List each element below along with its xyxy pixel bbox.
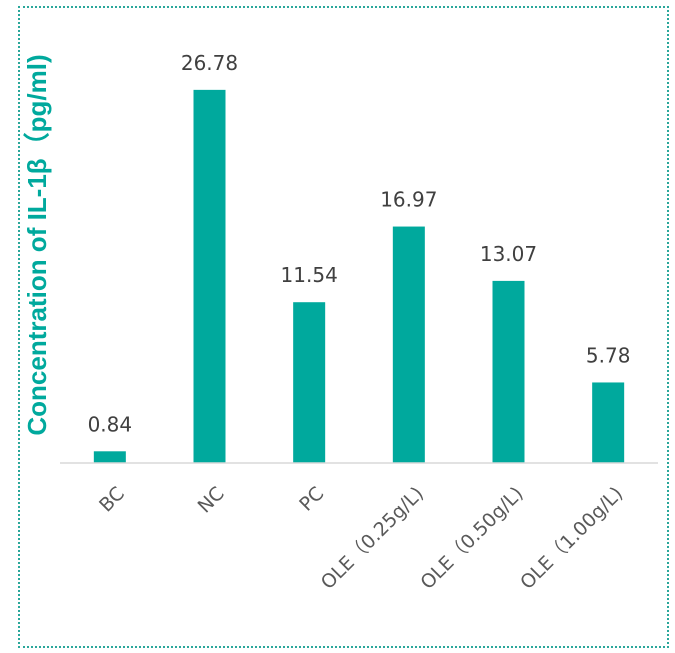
x-tick-label-4: OLE（0.25g/L) [317, 483, 428, 594]
bar-5 [492, 280, 525, 463]
bar-4 [392, 226, 425, 463]
x-tick-label-5: OLE（0.50g/L) [416, 483, 527, 594]
x-tick-label-1: BC [95, 483, 129, 517]
data-label-4: 16.97 [380, 188, 437, 212]
bar-2 [193, 89, 226, 464]
x-tick-labels: BC NC PCOLE（0.25g/L)OLE（0.50g/L)OLE（1.00g/… [95, 483, 627, 594]
bars-group: 0.84 26.78 11.54 16.97 13.07 5.78 [88, 51, 631, 464]
x-tick-label-6: OLE（1.00g/L) [516, 483, 627, 594]
y-axis-label: Concentration of IL-1β（pg/ml) [22, 54, 52, 435]
chart-frame [18, 6, 669, 648]
bar-6 [592, 382, 625, 463]
data-label-2: 26.78 [181, 51, 238, 75]
data-label-3: 11.54 [281, 263, 338, 287]
bar-1 [93, 451, 126, 463]
bar-3 [293, 302, 326, 463]
x-tick-label-3: PC [295, 483, 328, 516]
x-tick-label-2: NC [194, 483, 229, 518]
data-label-5: 13.07 [480, 242, 537, 266]
data-label-6: 5.78 [586, 343, 631, 367]
data-label-1: 0.84 [88, 412, 133, 436]
